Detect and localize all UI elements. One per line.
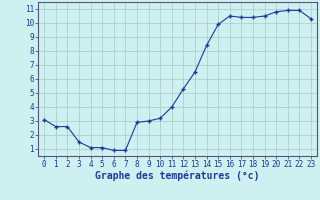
X-axis label: Graphe des températures (°c): Graphe des températures (°c): [95, 171, 260, 181]
